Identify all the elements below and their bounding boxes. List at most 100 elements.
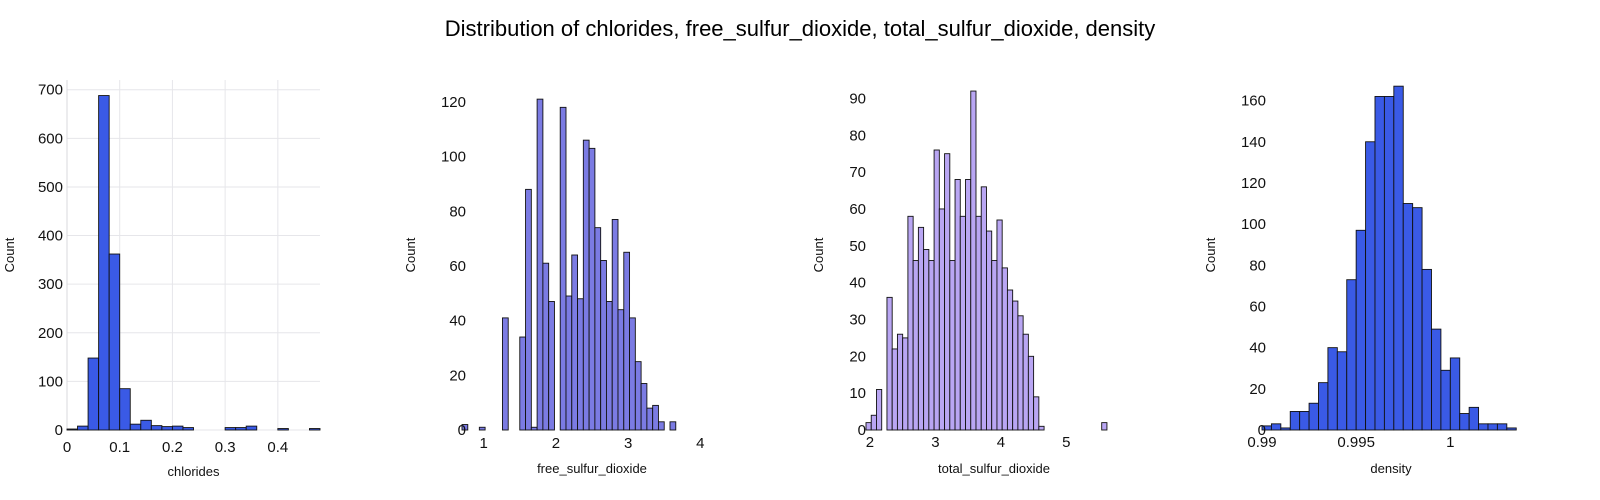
x-tick-label: 1: [1446, 434, 1454, 451]
x-tick-label: 0.99: [1247, 434, 1276, 451]
x-tick-label: 0: [63, 439, 71, 456]
histogram-bar: [1001, 267, 1008, 431]
histogram-bar: [1012, 300, 1019, 431]
y-tick-label: 600: [38, 130, 63, 147]
histogram-bar: [1374, 96, 1385, 431]
histogram-bar: [1440, 369, 1451, 431]
y-tick-label: 700: [38, 82, 63, 99]
y-tick-label: 0: [858, 422, 866, 439]
x-tick-label: 4: [696, 435, 704, 452]
histogram-bar: [646, 407, 654, 431]
histogram-bar: [501, 317, 509, 431]
histogram-bar: [669, 421, 677, 431]
histogram-bar: [1327, 347, 1338, 431]
histogram-bar: [119, 388, 131, 431]
y-tick-label: 120: [441, 94, 466, 111]
histogram-bar: [140, 419, 152, 431]
y-axis-label: Count: [403, 237, 418, 272]
histogram-bar: [657, 421, 665, 431]
x-tick-label: 0.1: [109, 439, 130, 456]
histogram-bar: [1280, 427, 1291, 431]
histogram-bar: [594, 227, 602, 431]
free-sulfur-dioxide-panel: 0 20 40 60 80 100 120 1 2 3 4 free_sulfur_dioxide Co…: [403, 94, 705, 476]
histogram-bar: [975, 215, 982, 431]
histogram-bar: [991, 260, 998, 431]
histogram-bar: [1038, 425, 1045, 431]
histogram-bar: [1421, 268, 1432, 431]
histogram-bar: [1355, 229, 1367, 431]
histogram-bar: [907, 215, 914, 431]
histogram-bar: [634, 361, 642, 431]
y-tick-label: 90: [849, 90, 866, 107]
histogram-bar: [1412, 207, 1423, 431]
histogram-bar: [959, 215, 966, 431]
histogram-bar: [478, 426, 486, 431]
x-tick-label: 5: [1062, 434, 1070, 451]
y-tick-label: 0: [458, 422, 466, 439]
y-tick-label: 40: [1249, 340, 1266, 357]
histogram-bar: [129, 423, 142, 431]
y-tick-label: 300: [38, 276, 63, 293]
histogram-bar: [542, 262, 550, 431]
histogram-bar: [108, 253, 121, 431]
histogram-bar: [1496, 423, 1508, 431]
histogram-bar: [865, 422, 872, 431]
histogram-bar: [1299, 411, 1310, 431]
y-axis-label: Count: [1203, 237, 1218, 272]
histogram-bar: [577, 298, 584, 431]
histogram-bar: [611, 219, 619, 431]
histogram-bar: [1101, 422, 1108, 431]
y-tick-label: 50: [849, 238, 866, 255]
histogram-bar: [996, 219, 1003, 431]
histogram-bar: [923, 249, 930, 431]
y-tick-label: 120: [1241, 175, 1266, 192]
histogram-bar: [461, 424, 469, 431]
histogram-bar: [1270, 423, 1282, 431]
histogram-bar: [954, 179, 961, 431]
histogram-bar: [161, 426, 173, 431]
y-tick-label: 160: [1241, 93, 1266, 110]
histogram-bar: [530, 426, 538, 431]
histogram-bar: [571, 254, 579, 431]
histogram-bar: [912, 260, 919, 431]
histogram-bar: [1318, 382, 1329, 431]
histogram-bar: [66, 428, 78, 431]
y-axis-label: Count: [2, 237, 17, 272]
histogram-bar: [525, 188, 532, 431]
y-tick-label: 60: [1249, 298, 1266, 315]
y-tick-label: 60: [849, 201, 866, 218]
density-panel: 0 20 40 60 80 100 120 140 160 0.99 0.995 1 density Co…: [1203, 85, 1517, 476]
histogram-bar: [605, 301, 613, 431]
y-tick-label: 30: [849, 311, 866, 328]
histogram-bar: [1365, 141, 1376, 431]
histogram-bar: [938, 208, 946, 431]
x-tick-label: 3: [624, 435, 632, 452]
x-tick-label: 1: [479, 435, 487, 452]
y-tick-label: 80: [1249, 257, 1266, 274]
histogram-bar: [876, 389, 883, 431]
histogram-bar: [917, 226, 925, 431]
histogram-bar: [235, 427, 247, 431]
histogram-bar: [629, 317, 636, 431]
y-tick-label: 80: [849, 127, 866, 144]
histogram-bar: [980, 186, 987, 431]
histogram-bar: [87, 357, 100, 431]
y-axis-label: Count: [811, 237, 826, 272]
histogram-bar: [1308, 402, 1319, 431]
histogram-bar: [1487, 423, 1498, 431]
x-tick-label: 0.3: [215, 439, 236, 456]
histogram-bar: [623, 251, 631, 431]
histogram-bar: [928, 260, 935, 431]
histogram-bar: [548, 301, 555, 431]
histogram-bar: [1289, 411, 1301, 431]
y-tick-label: 200: [38, 325, 63, 342]
histogram-bar: [582, 139, 590, 431]
histogram-bar: [1468, 406, 1480, 431]
histogram-bar: [182, 427, 194, 431]
y-tick-label: 0: [1258, 422, 1266, 439]
y-tick-label: 60: [449, 258, 466, 275]
histogram-bar: [559, 106, 567, 431]
histogram-bar: [519, 336, 527, 431]
y-tick-label: 100: [1241, 216, 1266, 233]
